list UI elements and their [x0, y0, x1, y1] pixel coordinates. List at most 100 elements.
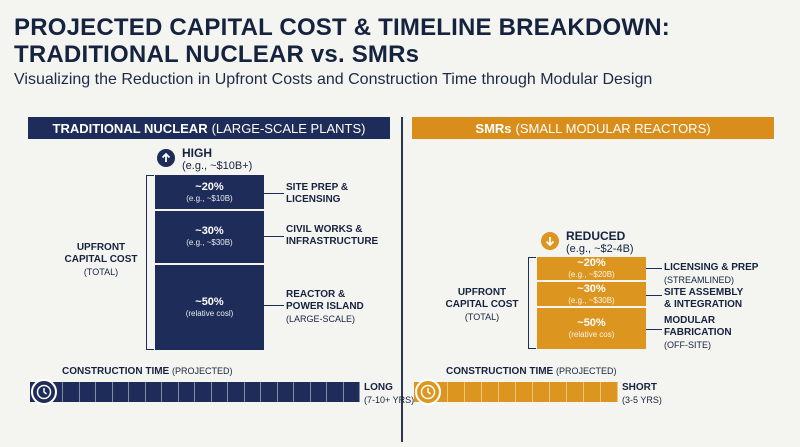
segment-label-line-2: LICENSING	[286, 194, 341, 205]
traditional-header: TRADITIONAL NUCLEAR (LARGE-SCALE PLANTS)	[28, 117, 390, 139]
timeline-tick	[63, 382, 80, 402]
segment-subtext: (relative cosl)	[185, 308, 234, 318]
timeline-tick	[212, 382, 228, 402]
segment-label-line-1: SITE PREP &	[286, 182, 349, 193]
segment-percent: ~30%	[195, 225, 224, 238]
traditional-bracket	[146, 175, 147, 350]
timeline-tick	[344, 382, 360, 402]
smr-level: REDUCED (e.g., ~$2-4B)	[566, 230, 634, 255]
timeline-tick	[311, 382, 327, 402]
timeline-tick	[482, 382, 499, 402]
connector-line	[264, 193, 284, 194]
traditional-cost-stack: ~20% (e.g., ~$10B) ~30% (e.g., ~$30B) ~5…	[155, 175, 264, 350]
timeline-tick	[601, 382, 618, 402]
segment-percent: ~50%	[577, 317, 606, 330]
smr-header-subtitle: (SMALL MODULAR REACTORS)	[515, 120, 711, 136]
timeline-end-note: (7-10+ YRS)	[364, 395, 415, 405]
traditional-label-civil-works: CIVIL WORKS & INFRASTRUCTURE	[286, 224, 378, 248]
timeline-tick	[245, 382, 261, 402]
timeline-tick	[516, 382, 533, 402]
segment-label-line-1: MODULAR	[664, 315, 716, 326]
smr-label-licensing: LICENSING & PREP (STREAMLINED)	[664, 262, 758, 286]
segment-label-note: (STREAMLINED)	[664, 275, 735, 285]
traditional-level-value: (e.g., ~$10B+)	[182, 160, 253, 172]
timeline-tick	[129, 382, 146, 402]
timeline-label-note: (PROJECTED)	[556, 366, 617, 376]
traditional-level-title: HIGH	[182, 146, 212, 160]
arrow-up-icon	[157, 149, 175, 167]
smr-level-title: REDUCED	[566, 229, 626, 243]
timeline-tick	[80, 382, 96, 402]
traditional-timeline-bar	[30, 382, 360, 402]
traditional-bracket-top	[146, 175, 154, 176]
smr-timeline-bar	[414, 382, 618, 402]
connector-line	[646, 295, 662, 296]
timeline-tick	[327, 382, 344, 402]
timeline-tick	[278, 382, 294, 402]
traditional-level: HIGH (e.g., ~$10B+)	[182, 147, 252, 172]
traditional-timeline-end: LONG (7-10+ YRS)	[364, 382, 414, 406]
timeline-tick	[47, 382, 63, 402]
timeline-tick	[96, 382, 113, 402]
segment-percent: ~20%	[577, 257, 606, 269]
timeline-tick	[261, 382, 278, 402]
traditional-bracket-bottom	[146, 349, 154, 350]
smr-segment-licensing: ~20% (e.g., ~$20B)	[537, 257, 646, 280]
segment-subtext: (e.g., ~$10B)	[186, 193, 233, 203]
timeline-tick	[533, 382, 550, 402]
smr-bracket-bottom	[528, 348, 536, 349]
timeline-label-text: CONSTRUCTION TIME	[62, 366, 170, 377]
connector-line	[646, 268, 662, 269]
smr-capital-line-1: UPFRONT	[457, 287, 507, 298]
smr-segment-assembly: ~30% (e.g., ~$30B)	[537, 280, 646, 307]
traditional-label-site-prep: SITE PREP & LICENSING	[286, 182, 348, 206]
title-line-1: PROJECTED CAPITAL COST & TIMELINE BREAKD…	[14, 14, 670, 41]
segment-label-line-2: POWER ISLAND	[286, 301, 364, 312]
timeline-tick	[113, 382, 129, 402]
smr-label-fabrication: MODULAR FABRICATION (OFF-SITE)	[664, 315, 732, 351]
smr-capital-line-2: CAPITAL COST	[445, 299, 519, 310]
traditional-capital-line-1: UPFRONT	[76, 242, 126, 253]
smr-timeline-end: SHORT (3-5 YRS)	[622, 382, 662, 406]
traditional-segment-site-prep: ~20% (e.g., ~$10B)	[155, 175, 264, 210]
smr-label-assembly: SITE ASSEMBLY & INTEGRATION	[664, 287, 743, 311]
connector-line	[264, 236, 284, 237]
segment-percent: ~20%	[195, 180, 224, 193]
traditional-header-subtitle: (LARGE-SCALE PLANTS)	[211, 120, 366, 136]
segment-label-line-1: CIVIL WORKS &	[286, 224, 363, 235]
segment-subtext: (relative cos)	[568, 330, 615, 340]
smr-header-title: SMRs	[475, 120, 512, 136]
traditional-capital-line-2: CAPITAL COST	[64, 254, 138, 265]
traditional-header-title: TRADITIONAL NUCLEAR	[52, 120, 208, 136]
traditional-segment-reactor: ~50% (relative cosl)	[155, 262, 264, 350]
traditional-label-reactor: REACTOR & POWER ISLAND (LARGE-SCALE)	[286, 289, 364, 325]
timeline-tick	[431, 382, 448, 402]
connector-line	[264, 305, 284, 306]
segment-label-line-1: LICENSING & PREP	[664, 262, 759, 273]
timeline-tick	[179, 382, 195, 402]
timeline-tick	[146, 382, 162, 402]
page-title: PROJECTED CAPITAL COST & TIMELINE BREAKD…	[14, 14, 794, 68]
segment-label-line-1: SITE ASSEMBLY	[664, 287, 744, 298]
timeline-label-note: (PROJECTED)	[172, 366, 233, 376]
traditional-capital-label: UPFRONT CAPITAL COST (TOTAL)	[46, 242, 156, 278]
traditional-capital-note: (TOTAL)	[83, 267, 119, 277]
clock-icon	[31, 379, 57, 405]
smr-header: SMRs (SMALL MODULAR REACTORS)	[412, 117, 774, 139]
connector-line	[646, 329, 662, 330]
smr-level-value: (e.g., ~$2-4B)	[566, 243, 634, 255]
arrow-down-icon	[541, 232, 559, 250]
timeline-end-text: SHORT	[622, 382, 657, 393]
smr-timeline-label: CONSTRUCTION TIME (PROJECTED)	[446, 366, 617, 377]
segment-label-line-2: FABRICATION	[664, 327, 732, 338]
timeline-end-note: (3-5 YRS)	[622, 395, 662, 405]
timeline-tick	[448, 382, 465, 402]
traditional-timeline-label: CONSTRUCTION TIME (PROJECTED)	[62, 366, 233, 377]
clock-icon	[415, 379, 441, 405]
smr-capital-label: UPFRONT CAPITAL COST (TOTAL)	[427, 287, 537, 323]
segment-label-line-2: & INTEGRATION	[664, 299, 743, 310]
timeline-tick	[465, 382, 482, 402]
title-line-2: TRADITIONAL NUCLEAR vs. SMRs	[14, 41, 420, 68]
segment-subtext: (e.g., ~$30B)	[568, 295, 615, 305]
smr-segment-fabrication: ~50% (relative cos)	[537, 306, 646, 349]
